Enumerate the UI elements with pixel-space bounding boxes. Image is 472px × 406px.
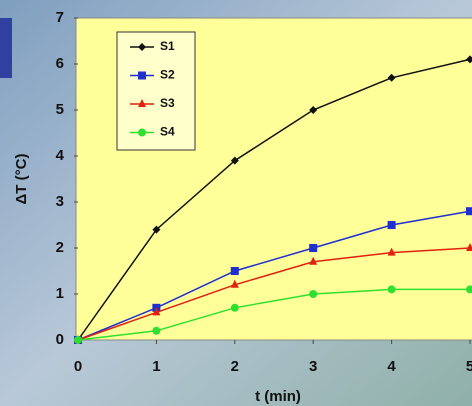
y-tick-label: 0 — [56, 331, 64, 348]
legend — [117, 32, 195, 150]
chart: ΔT (°C) t (min) 0 1 2 3 4 5 6 7 0 1 2 3 4 5 S1 S2 S3 S4 — [0, 0, 472, 406]
x-tick-label: 4 — [387, 358, 396, 375]
x-tick-label: 1 — [152, 358, 160, 375]
marker — [466, 207, 472, 215]
marker — [74, 336, 82, 344]
y-tick-label: 7 — [56, 9, 64, 26]
marker — [231, 304, 239, 312]
x-tick-label: 3 — [309, 358, 317, 375]
marker — [152, 327, 160, 335]
marker — [231, 267, 239, 275]
marker — [388, 221, 396, 229]
y-tick-label: 6 — [56, 55, 64, 72]
x-tick-label: 5 — [466, 358, 472, 375]
marker — [388, 285, 396, 293]
y-tick-label: 2 — [56, 239, 64, 256]
marker — [309, 244, 317, 252]
x-axis-label: t (min) — [255, 388, 301, 405]
marker — [138, 72, 146, 80]
legend-label: S1 — [160, 39, 175, 53]
legend-label: S3 — [160, 96, 175, 110]
y-axis-label: ΔT (°C) — [13, 154, 30, 205]
decoration — [0, 18, 12, 78]
x-tick-label: 0 — [74, 358, 82, 375]
legend-label: S2 — [160, 68, 175, 82]
y-tick-label: 1 — [56, 285, 64, 302]
marker — [138, 129, 146, 137]
legend-label: S4 — [160, 125, 175, 139]
x-tick-label: 2 — [231, 358, 239, 375]
marker — [309, 290, 317, 298]
y-tick-label: 4 — [56, 147, 65, 164]
y-tick-label: 3 — [56, 193, 64, 210]
y-tick-label: 5 — [56, 101, 64, 118]
